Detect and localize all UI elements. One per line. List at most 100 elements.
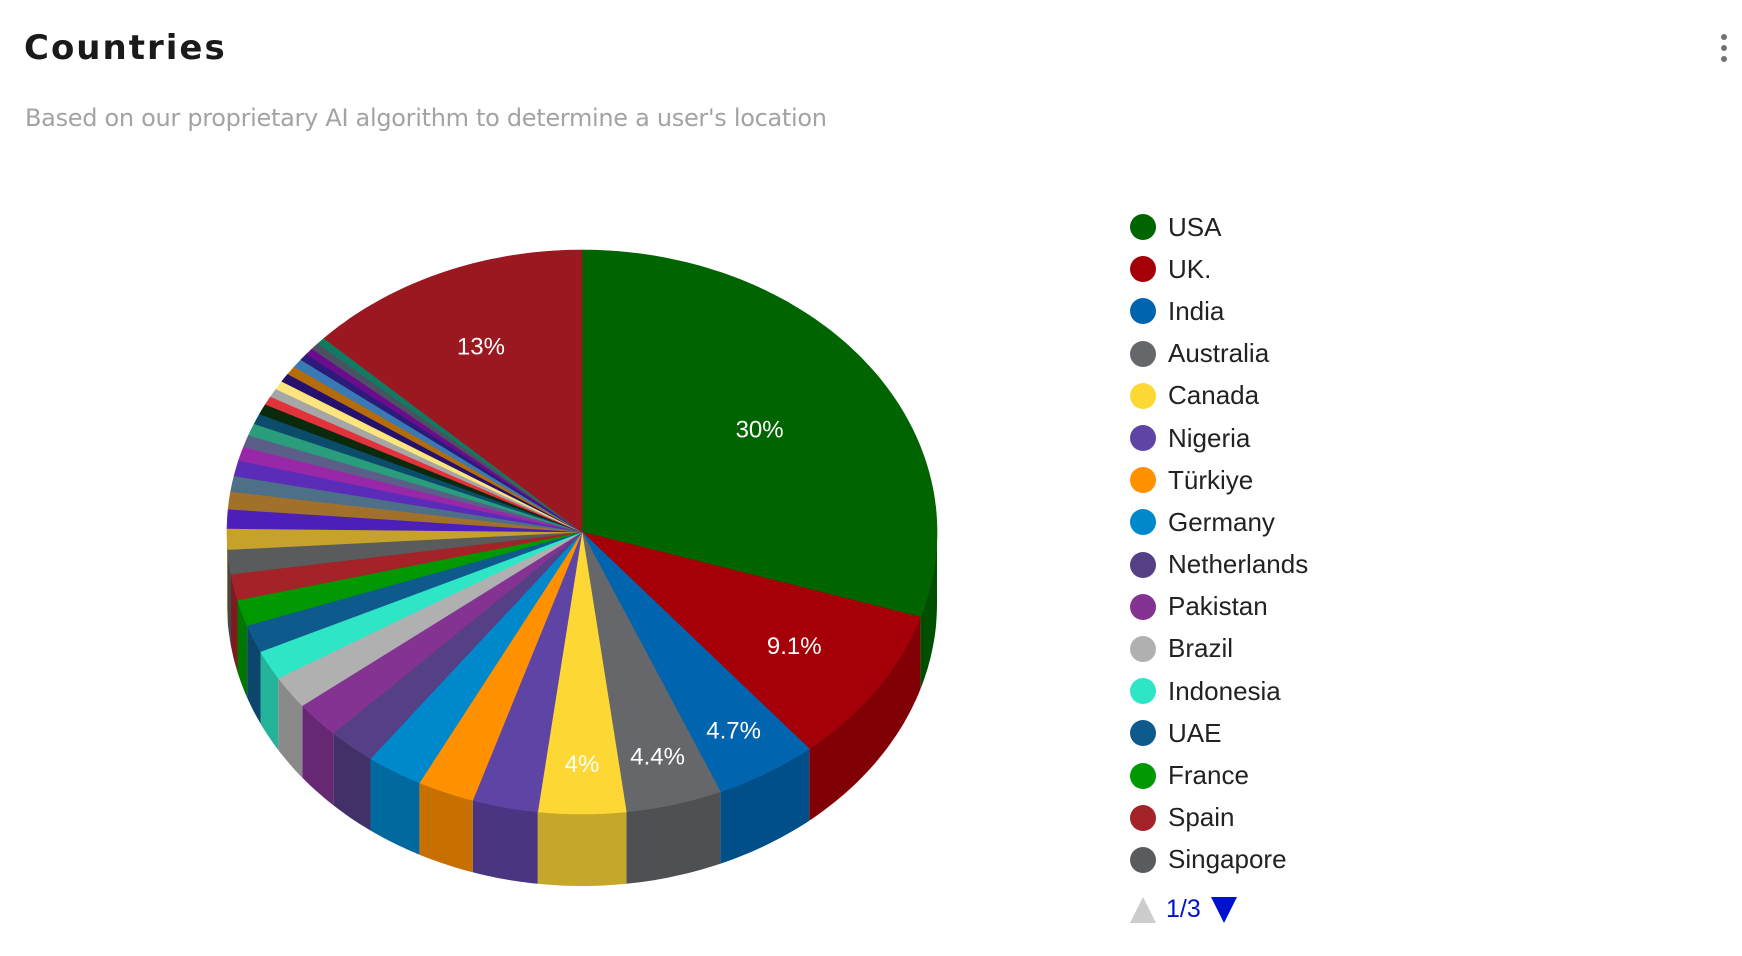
pie-slice[interactable] [472, 531, 583, 813]
legend-color-dot-icon [1130, 425, 1156, 452]
legend-color-dot-icon [1130, 256, 1156, 283]
triangle-down-icon[interactable] [1210, 896, 1237, 923]
pie-slice-side [302, 705, 334, 806]
legend-color-dot-icon [1130, 720, 1156, 747]
legend-item[interactable]: Nigeria [1130, 417, 1530, 459]
pie-slice-side [626, 791, 721, 884]
legend-color-dot-icon [1130, 804, 1156, 831]
legend-label: Brazil [1168, 633, 1234, 664]
legend-item[interactable]: Spain [1130, 797, 1530, 839]
pie-slice[interactable] [580, 531, 921, 750]
pie-slice[interactable] [370, 531, 583, 784]
legend-color-dot-icon [1130, 467, 1156, 494]
pie-side-walls [227, 532, 937, 886]
pie-slice-side [231, 574, 238, 673]
card-subtitle: Based on our proprietary AI algorithm to… [25, 104, 827, 132]
pie-top [226, 249, 938, 815]
legend-label: Australia [1168, 338, 1270, 369]
legend-item[interactable]: India [1130, 290, 1530, 332]
legend-label: France [1168, 760, 1249, 791]
pie-slice-side [537, 811, 627, 886]
legend-color-dot-icon [1130, 846, 1156, 873]
pie-slice-side [260, 651, 279, 751]
pie-slice[interactable] [581, 531, 721, 813]
legend-label: Singapore [1168, 844, 1287, 875]
pie-slice[interactable] [323, 249, 583, 533]
legend-item[interactable]: Netherlands [1130, 544, 1530, 586]
legend-item[interactable]: Pakistan [1130, 586, 1530, 628]
legend-item[interactable]: Brazil [1130, 628, 1530, 670]
legend-label: Nigeria [1168, 422, 1251, 453]
pie-slice-side [370, 758, 420, 855]
legend-color-dot-icon [1130, 593, 1156, 620]
pie-chart-svg: 30% 9.1% 4.7% 4.4% 4% 13% [226, 249, 938, 886]
pie-slice-side [333, 733, 371, 831]
legend-label: India [1168, 295, 1225, 326]
legend-label: Spain [1168, 802, 1235, 833]
pie-slice[interactable] [260, 531, 583, 679]
legend-color-dot-icon [1130, 635, 1156, 662]
legend-color-dot-icon [1130, 382, 1156, 409]
legend-item[interactable]: UK. [1130, 248, 1530, 290]
kebab-menu-icon[interactable] [1714, 32, 1734, 64]
legend-pager: 1/3 [1130, 895, 1237, 924]
kebab-dot [1721, 34, 1727, 40]
slice-percent-label: 13% [457, 334, 505, 361]
pie-slice-side [278, 678, 303, 778]
legend-label: Canada [1168, 380, 1260, 411]
pie-slice-side [247, 625, 261, 724]
slice-percent-label: 4.7% [706, 717, 761, 744]
pie-slice[interactable] [581, 249, 938, 618]
triangle-up-icon[interactable] [1130, 896, 1156, 923]
legend-label: Pakistan [1168, 591, 1268, 622]
legend-item[interactable]: Indonesia [1130, 670, 1530, 712]
legend-label: USA [1168, 211, 1222, 242]
legend-color-dot-icon [1130, 340, 1156, 367]
pie-slice[interactable] [537, 531, 627, 815]
legend-color-dot-icon [1130, 214, 1156, 241]
legend-label: Indonesia [1168, 675, 1281, 706]
legend-item[interactable]: Germany [1130, 501, 1530, 543]
pie-slice[interactable] [230, 531, 583, 601]
legend-item[interactable]: UAE [1130, 712, 1530, 754]
pie-slice-side [720, 748, 810, 864]
slice-percent-label: 4% [565, 751, 600, 778]
legend-color-dot-icon [1130, 298, 1156, 325]
card-title: Countries [24, 28, 227, 68]
pie-slice-side [227, 532, 228, 622]
pie-slice[interactable] [581, 531, 810, 793]
legend: USA UK. India Australia Canada Nigeria Türkiye… [1130, 206, 1530, 881]
legend-label: Türkiye [1168, 464, 1254, 495]
legend-item[interactable]: Türkiye [1130, 459, 1530, 501]
pie-slice[interactable] [332, 531, 583, 759]
pie-slice-side [419, 782, 473, 873]
pie-slice-side [920, 532, 937, 690]
legend-label: UK. [1168, 253, 1212, 284]
pie-chart: 30% 9.1% 4.7% 4.4% 4% 13% [0, 160, 1100, 956]
legend-item[interactable]: Australia [1130, 333, 1530, 375]
kebab-dot [1721, 45, 1727, 51]
legend-color-dot-icon [1130, 678, 1156, 705]
legend-label: Germany [1168, 506, 1275, 537]
legend-item[interactable]: Canada [1130, 375, 1530, 417]
legend-item[interactable]: USA [1130, 206, 1530, 248]
pie-slice[interactable] [227, 531, 583, 575]
pie-slice[interactable] [301, 531, 583, 734]
legend-item[interactable]: Singapore [1130, 839, 1530, 881]
slice-percent-label: 9.1% [767, 633, 822, 660]
slice-percent-label: 30% [736, 417, 784, 444]
pie-slice-side [227, 549, 231, 647]
legend-page-indicator: 1/3 [1166, 895, 1201, 923]
legend-color-dot-icon [1130, 762, 1156, 789]
pie-slice-side [237, 600, 248, 698]
legend-label: Netherlands [1168, 549, 1309, 580]
kebab-dot [1721, 56, 1727, 62]
pie-slice-side [809, 617, 921, 821]
pie-slice[interactable] [418, 531, 583, 801]
pie-slice[interactable] [277, 531, 583, 706]
pie-slice[interactable] [237, 531, 583, 626]
legend-item[interactable]: France [1130, 754, 1530, 796]
legend-color-dot-icon [1130, 509, 1156, 536]
pie-slice[interactable] [246, 531, 583, 652]
